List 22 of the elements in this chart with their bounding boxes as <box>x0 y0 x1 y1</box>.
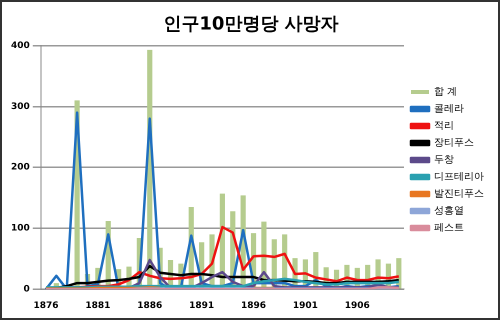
y-tick-label: 0 <box>24 284 30 295</box>
legend-label: 발진티푸스 <box>434 188 484 200</box>
y-tick-label: 400 <box>10 40 30 51</box>
legend-label: 페스트 <box>434 222 464 234</box>
x-tick-label: 1901 <box>292 300 318 311</box>
x-tick-label: 1876 <box>33 300 59 311</box>
legend-label: 합 계 <box>434 86 458 98</box>
x-tick-label: 1881 <box>85 300 110 311</box>
legend-label: 적리 <box>434 120 454 132</box>
legend-label: 콜레라 <box>434 104 464 115</box>
chart-title: 인구10만명당 사망자 <box>163 13 339 34</box>
legend-label: 성홍열 <box>434 206 464 217</box>
y-tick-label: 100 <box>10 224 30 234</box>
x-tick-label: 1886 <box>137 300 162 311</box>
x-tick-label: 1896 <box>240 300 266 311</box>
x-tick-label: 1906 <box>344 300 370 311</box>
x-tick-label: 1891 <box>189 300 214 311</box>
legend-label: 두창 <box>434 154 454 166</box>
y-tick-label: 300 <box>10 102 30 112</box>
y-tick-label: 200 <box>10 162 30 173</box>
legend-label: 디프테리아 <box>434 172 484 183</box>
legend-label: 장티푸스 <box>434 138 474 149</box>
